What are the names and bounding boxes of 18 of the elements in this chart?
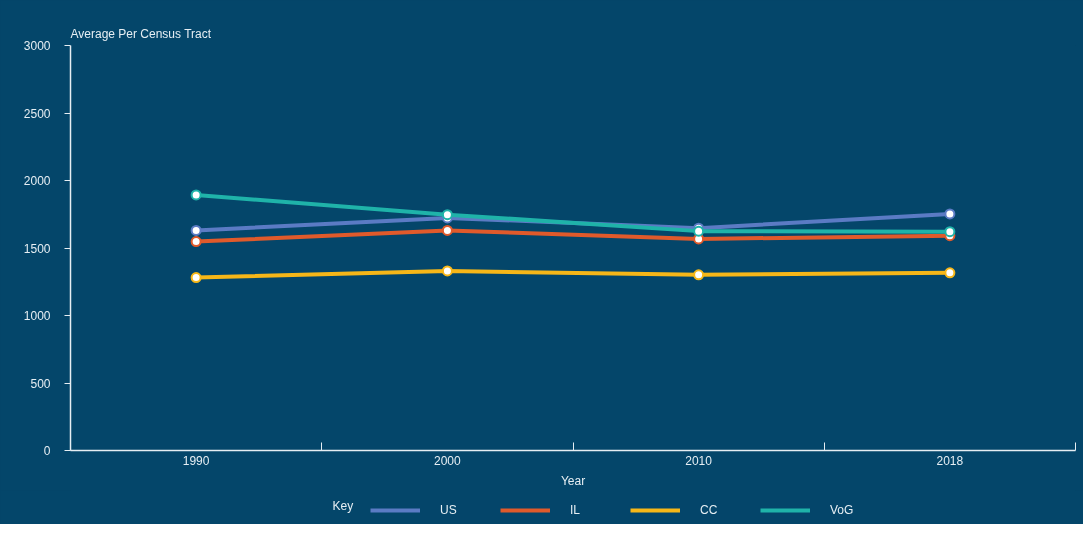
y-axis-title: Average Per Census Tract xyxy=(70,26,212,41)
legend-label: VoG xyxy=(830,503,854,517)
legend-title: Key xyxy=(332,498,354,513)
legend-label: IL xyxy=(570,503,581,517)
y-tick-label: 2000 xyxy=(23,174,51,188)
y-tick-label: 0 xyxy=(43,444,51,458)
y-tick-label: 2500 xyxy=(23,106,51,121)
x-tick-label: 2000 xyxy=(434,453,462,468)
x-axis-title: Year xyxy=(560,473,586,488)
y-tick-label: 1500 xyxy=(23,241,51,256)
x-tick-label: 2018 xyxy=(936,453,964,468)
legend-label: US xyxy=(440,503,458,517)
y-tick-label: 3000 xyxy=(23,39,51,53)
x-tick-label: 2010 xyxy=(685,453,713,468)
legend-label: CC xyxy=(700,503,719,517)
x-tick-label: 1990 xyxy=(182,453,210,468)
y-tick-label: 1000 xyxy=(23,309,51,323)
y-tick-label: 500 xyxy=(30,376,51,391)
